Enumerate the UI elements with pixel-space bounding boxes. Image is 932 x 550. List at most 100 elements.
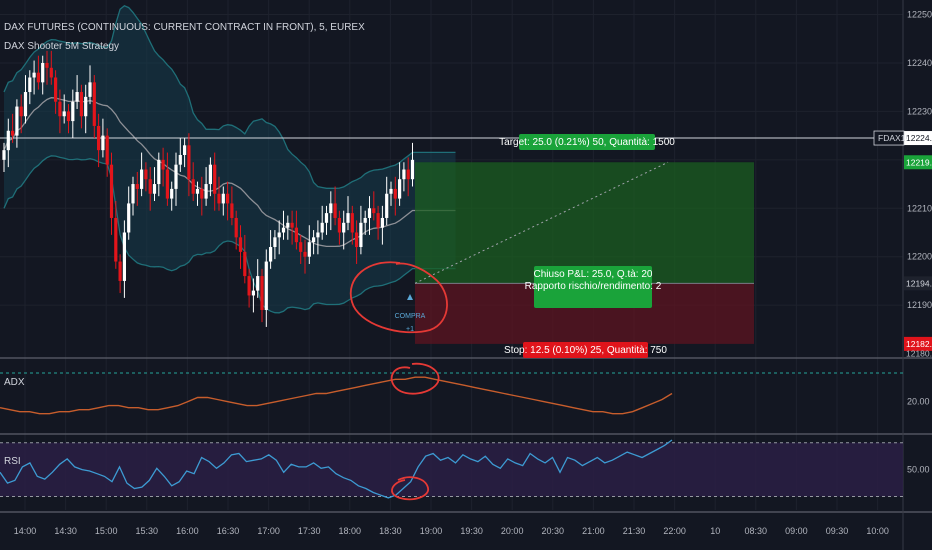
candle[interactable] [92,75,96,139]
candle-body [183,145,187,155]
candle[interactable] [294,210,298,250]
candle[interactable] [122,220,126,298]
candle[interactable] [174,152,178,206]
candle[interactable] [320,205,324,240]
candle[interactable] [213,152,217,211]
candles[interactable] [2,50,415,327]
candle[interactable] [221,186,225,216]
candle[interactable] [97,113,101,168]
candle[interactable] [200,176,204,216]
candle[interactable] [247,268,251,308]
candle[interactable] [79,84,83,129]
candle[interactable] [161,147,165,187]
candle[interactable] [148,167,152,211]
candle[interactable] [389,181,393,206]
candle[interactable] [118,254,122,294]
candle[interactable] [333,186,337,226]
candle[interactable] [376,205,380,240]
candle[interactable] [402,162,406,192]
candle[interactable] [41,55,45,95]
candle[interactable] [187,133,191,197]
candle[interactable] [372,191,376,221]
candle[interactable] [45,50,49,85]
candle[interactable] [144,162,148,192]
candle[interactable] [226,181,230,221]
candle[interactable] [316,220,320,255]
candle[interactable] [264,249,268,327]
candle[interactable] [230,186,234,226]
candle[interactable] [355,220,359,264]
candle[interactable] [346,196,350,231]
candle[interactable] [109,152,114,235]
candle[interactable] [329,191,333,231]
candle[interactable] [312,230,316,255]
candle[interactable] [217,176,221,211]
candle[interactable] [380,205,384,245]
candle[interactable] [195,181,200,206]
candle[interactable] [385,176,389,226]
candle[interactable] [359,205,363,255]
candle[interactable] [410,142,415,187]
candle[interactable] [256,259,260,298]
candle[interactable] [342,210,346,250]
candle[interactable] [157,152,161,197]
candle[interactable] [191,162,195,202]
candle[interactable] [114,201,118,269]
candle[interactable] [208,157,212,197]
candle[interactable] [84,84,88,134]
candle[interactable] [290,210,294,245]
candle[interactable] [19,94,23,134]
candle[interactable] [337,210,341,245]
candle[interactable] [11,113,15,143]
candle[interactable] [178,138,182,172]
candle[interactable] [54,70,58,114]
candle[interactable] [62,94,66,124]
candle[interactable] [367,196,372,235]
candle[interactable] [303,239,307,274]
candle[interactable] [286,215,290,240]
candle[interactable] [15,99,19,148]
candle[interactable] [363,210,367,235]
candle[interactable] [234,210,238,250]
candle[interactable] [243,234,247,284]
candle[interactable] [105,128,109,177]
candle[interactable] [28,70,32,105]
candle[interactable] [281,210,286,240]
candle[interactable] [238,225,243,269]
candle[interactable] [251,278,255,313]
candle[interactable] [350,205,354,245]
candle[interactable] [324,205,329,235]
candle[interactable] [183,138,187,168]
candle[interactable] [127,186,131,240]
adx-label: ADX [4,377,25,388]
candle[interactable] [165,152,169,206]
candle[interactable] [393,176,397,216]
candle[interactable] [273,230,277,260]
candle[interactable] [2,142,6,172]
candle[interactable] [204,167,208,206]
candle[interactable] [6,118,10,168]
candle[interactable] [307,225,311,264]
candle[interactable] [75,75,79,109]
candle[interactable] [260,268,264,323]
candle[interactable] [58,89,62,134]
candle[interactable] [101,118,105,158]
candle[interactable] [71,89,75,139]
candle[interactable] [406,157,410,197]
candle[interactable] [135,171,139,206]
candle[interactable] [23,75,28,124]
candle[interactable] [66,104,71,134]
candle[interactable] [32,60,36,95]
candle[interactable] [140,152,144,197]
candle[interactable] [36,55,40,90]
candle[interactable] [170,181,174,211]
candle[interactable] [269,230,273,269]
candle[interactable] [131,176,135,216]
candle[interactable] [49,50,53,85]
candle[interactable] [152,167,157,202]
candle[interactable] [398,162,402,206]
candle[interactable] [277,220,281,255]
candle[interactable] [88,65,92,105]
candle[interactable] [299,234,303,264]
